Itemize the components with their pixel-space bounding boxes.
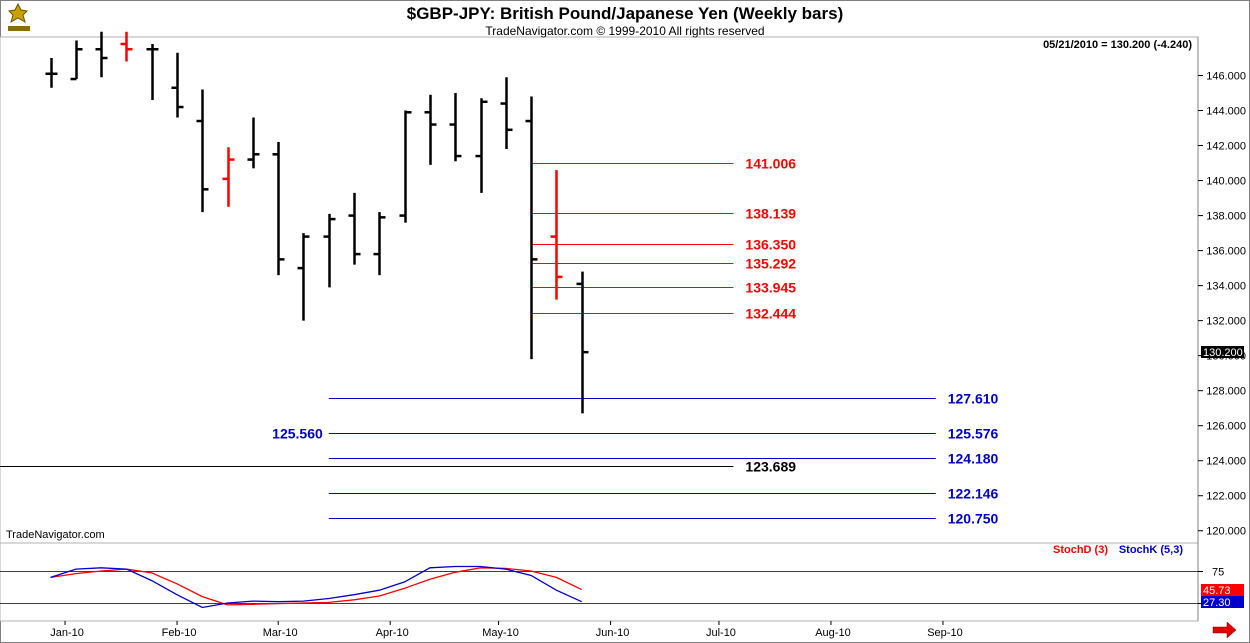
legend-stochd: StochD (3) [1053,544,1108,556]
chart-subtitle: TradeNavigator.com © 1999-2010 All right… [485,24,764,38]
level-label: 120.750 [948,511,999,527]
level-label: 138.139 [745,206,796,222]
date-tick-label: Feb-10 [162,627,197,639]
ohlc-bar [45,58,58,88]
legend-stochk: StochK (5,3) [1119,544,1184,556]
price-tick-label: 142.000 [1206,141,1246,153]
last-price-tag-bg [1201,346,1244,358]
date-tick-label: Jun-10 [596,627,630,639]
price-tick-label: 122.000 [1206,491,1246,503]
price-tick-label: 134.000 [1206,281,1246,293]
ohlc-bar [222,147,235,207]
stochd-tag-bg [1201,584,1244,596]
price-tick-label: 128.000 [1206,386,1246,398]
ohlc-bar [196,89,209,213]
level-label: 122.146 [948,486,999,502]
price-tick-label: 132.000 [1206,316,1246,328]
date-axis: Jan-10 Feb-10 Mar-10 Apr-10 May-10 Jun-10 Jul-… [50,621,963,639]
level-label: 124.180 [948,451,999,467]
price-bars [45,31,589,414]
ohlc-bar [449,93,462,162]
watermark: TradeNavigator.com [6,529,105,541]
date-tick-label: Jan-10 [50,627,84,639]
ohlc-bar [348,192,361,265]
price-axis: 146.000 144.000 142.000 140.000 138.000 136.0… [1198,71,1246,538]
date-tick-label: Sep-10 [927,627,962,639]
price-tick-label: 136.000 [1206,246,1246,258]
ohlc-bar [475,98,488,193]
ohlc-bar [120,31,133,62]
ohlc-bar [95,31,108,78]
price-pane [0,36,1199,544]
level-label: 135.292 [745,256,796,272]
ohlc-bar [323,213,336,288]
chart-title: $GBP-JPY: British Pound/Japanese Yen (We… [407,4,843,23]
date-tick-label: May-10 [482,627,519,639]
price-tick-label: 144.000 [1206,106,1246,118]
level-lines: 141.006 138.139 136.350 135.292 133.945 132.4… [0,156,999,527]
ohlc-bar [399,110,412,223]
date-tick-label: Aug-10 [815,627,850,639]
level-label: 133.945 [745,280,796,296]
stoch-tick-label: 75 [1212,567,1224,579]
level-label: 132.444 [745,306,796,322]
level-label: 125.576 [948,426,999,442]
scroll-right-arrow[interactable] [1212,621,1237,639]
level-label: 141.006 [745,156,796,172]
quote-readout: 05/21/2010 = 130.200 (-4.240) [1043,39,1192,51]
last-price-tag: 130.200 [1203,347,1243,359]
tradenavigator-logo [7,2,30,31]
ohlc-bar [70,40,83,81]
ohlc-bar [576,271,589,414]
stoch-series-line [50,565,582,609]
stochk-tag-bg [1201,596,1244,608]
level-label: 125.560 [272,426,323,442]
ohlc-bar [373,212,386,276]
ohlc-bar [424,94,437,165]
ohlc-bar [297,233,310,321]
level-label: 127.610 [948,391,999,407]
ohlc-bar [146,44,159,101]
level-label: 136.350 [745,237,796,253]
price-tick-label: 138.000 [1206,211,1246,223]
date-tick-label: Apr-10 [376,627,409,639]
stoch-pane [0,542,1199,622]
ohlc-bar [500,77,513,150]
ohlc-bar [550,170,563,300]
price-tick-label: 124.000 [1206,456,1246,468]
date-tick-label: Jul-10 [706,627,736,639]
date-tick-label: Mar-10 [263,627,298,639]
ohlc-bar [247,117,260,169]
ohlc-bar [272,142,285,276]
price-tick-label: 140.000 [1206,176,1246,188]
price-tick-label: 120.000 [1206,526,1246,538]
price-tick-label: 126.000 [1206,421,1246,433]
level-label: 123.689 [745,459,796,475]
price-tick-label: 146.000 [1206,71,1246,83]
stochd-tag: 45.73 [1203,585,1231,597]
stoch-lines [50,565,582,609]
ohlc-bar [525,96,538,360]
ohlc-bar [171,52,184,118]
stochk-tag: 27.30 [1203,597,1231,609]
